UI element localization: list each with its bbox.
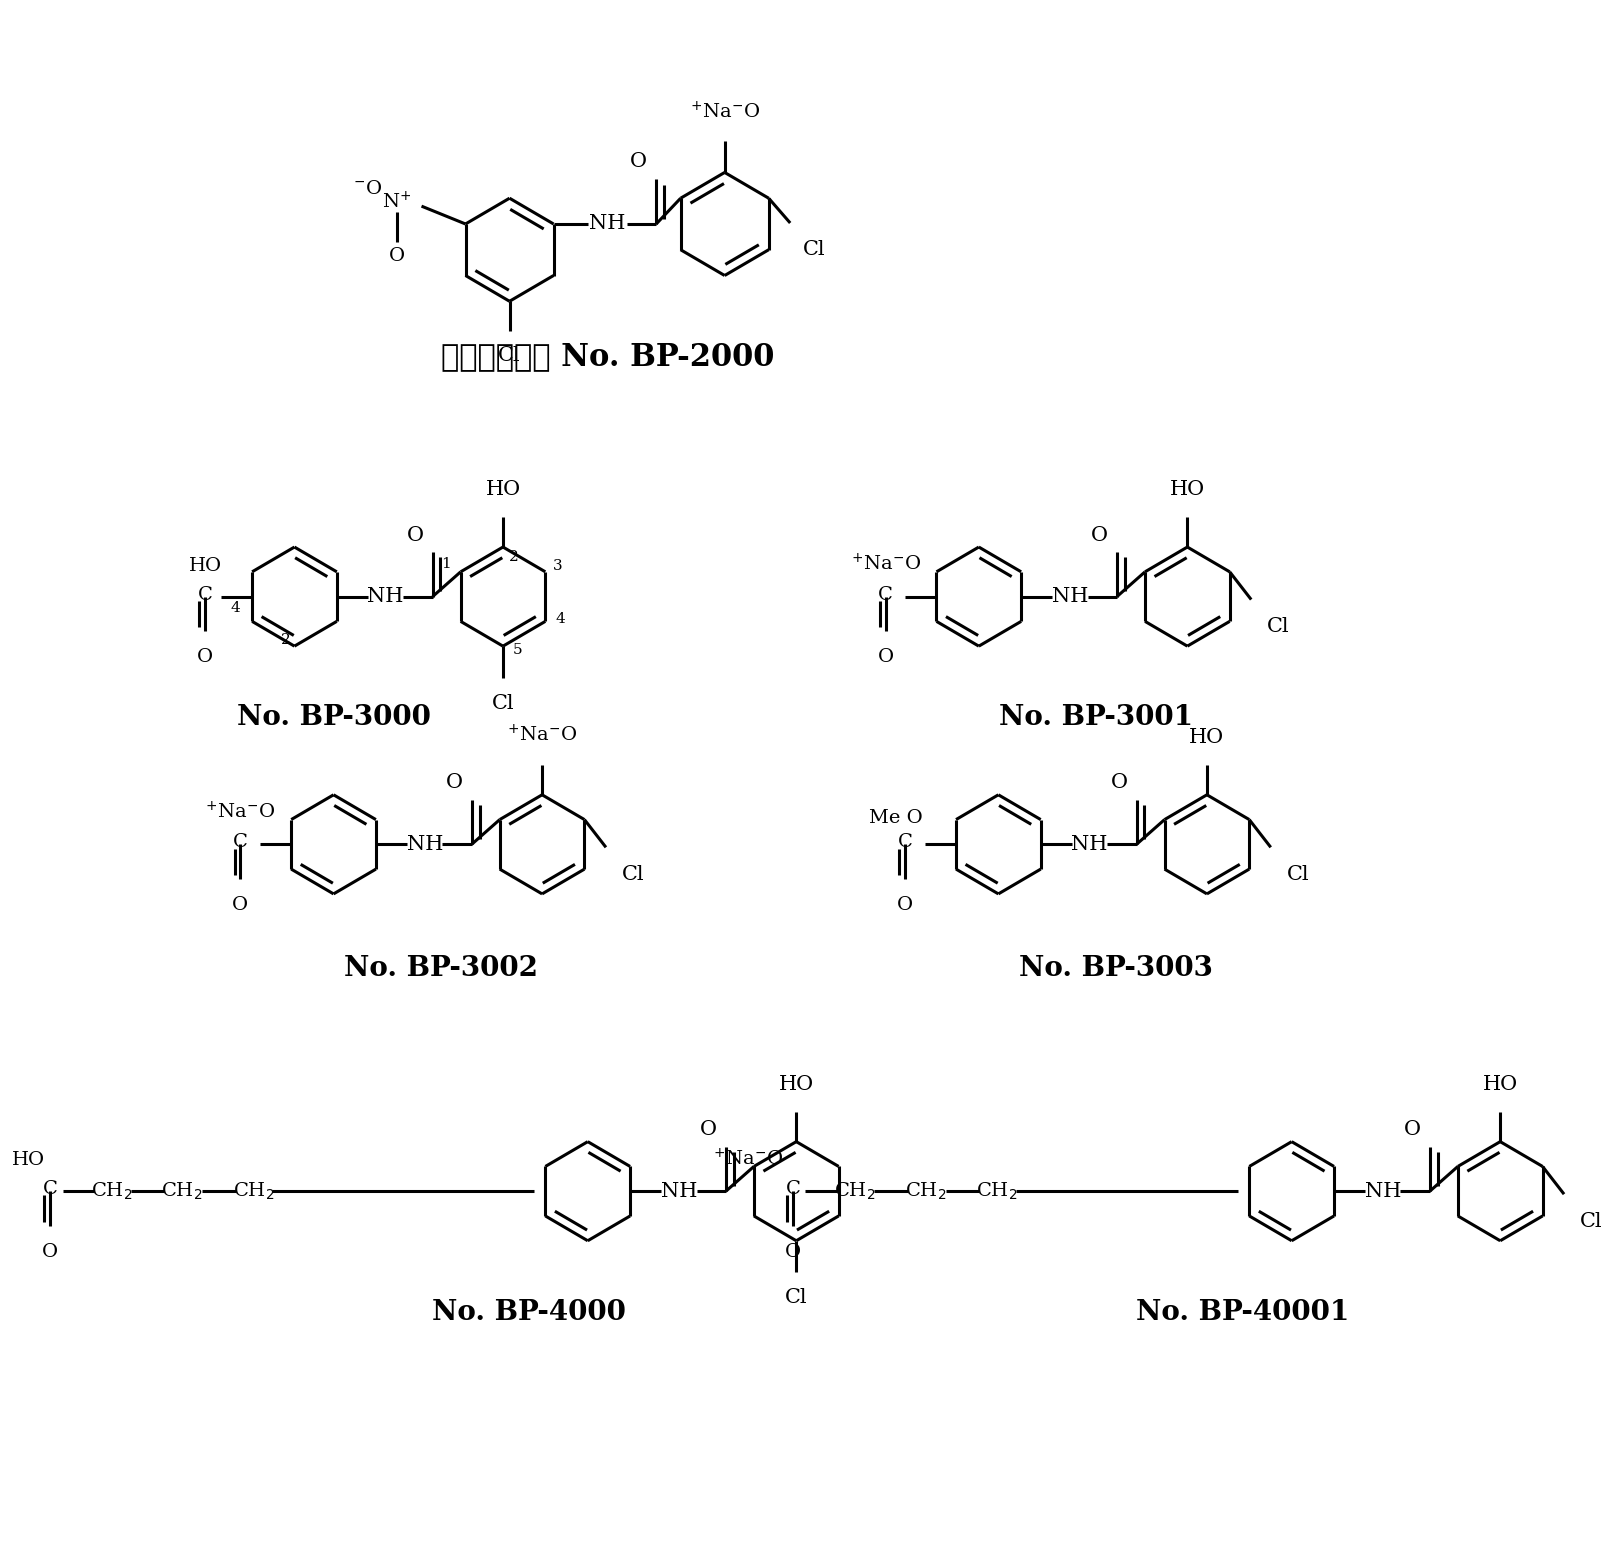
Text: O: O: [445, 774, 463, 793]
Text: No. BP-3001: No. BP-3001: [998, 705, 1194, 731]
Text: $^{+}$Na$^{-}$O: $^{+}$Na$^{-}$O: [713, 1148, 784, 1170]
Text: O: O: [700, 1120, 716, 1139]
Text: C: C: [898, 833, 913, 851]
Text: 5: 5: [513, 643, 523, 657]
Text: NH: NH: [1052, 587, 1089, 606]
Text: O: O: [877, 649, 894, 666]
Text: HO: HO: [11, 1151, 45, 1170]
Text: C: C: [232, 833, 248, 851]
Text: 2: 2: [508, 550, 519, 564]
Text: O: O: [631, 151, 647, 171]
Text: HO: HO: [1482, 1075, 1518, 1094]
Text: 1: 1: [440, 556, 452, 572]
Text: Cl: Cl: [621, 865, 644, 884]
Text: No. BP-3000: No. BP-3000: [237, 705, 431, 731]
Text: 4: 4: [231, 601, 240, 615]
Text: NH: NH: [406, 834, 444, 854]
Text: C: C: [198, 586, 213, 604]
Text: Cl: Cl: [1287, 865, 1310, 884]
Text: O: O: [1110, 774, 1127, 793]
Text: NH: NH: [589, 215, 626, 233]
Text: $^{+}$Na$^{-}$O: $^{+}$Na$^{-}$O: [205, 802, 276, 822]
Text: O: O: [897, 896, 913, 915]
Text: O: O: [1090, 525, 1108, 545]
Text: CH$_2$: CH$_2$: [976, 1180, 1018, 1202]
Text: Cl: Cl: [498, 346, 521, 365]
Text: No. BP-4000: No. BP-4000: [432, 1299, 626, 1326]
Text: N$^{+}$: N$^{+}$: [382, 192, 411, 213]
Text: Cl: Cl: [492, 694, 515, 712]
Text: O: O: [232, 896, 248, 915]
Text: Cl: Cl: [803, 239, 826, 260]
Text: NH: NH: [661, 1182, 697, 1200]
Text: CH$_2$: CH$_2$: [834, 1180, 876, 1202]
Text: No. BP-3002: No. BP-3002: [344, 955, 539, 981]
Text: HO: HO: [189, 556, 221, 575]
Text: HO: HO: [779, 1075, 815, 1094]
Text: $^{+}$Na$^{-}$O: $^{+}$Na$^{-}$O: [850, 553, 921, 575]
Text: $^{+}$Na$^{-}$O: $^{+}$Na$^{-}$O: [506, 725, 577, 745]
Text: 氯碷柳胺钙盐 No. BP-2000: 氯碷柳胺钙盐 No. BP-2000: [440, 341, 774, 372]
Text: NH: NH: [1071, 834, 1108, 854]
Text: HO: HO: [1189, 728, 1224, 748]
Text: C: C: [42, 1180, 58, 1199]
Text: CH$_2$: CH$_2$: [905, 1180, 947, 1202]
Text: C: C: [786, 1180, 800, 1199]
Text: NH: NH: [1365, 1182, 1402, 1200]
Text: No. BP-40001: No. BP-40001: [1136, 1299, 1350, 1326]
Text: Cl: Cl: [786, 1289, 808, 1307]
Text: CH$_2$: CH$_2$: [161, 1180, 203, 1202]
Text: Cl: Cl: [1266, 618, 1289, 637]
Text: O: O: [406, 525, 424, 545]
Text: 4: 4: [555, 612, 565, 626]
Text: HO: HO: [486, 480, 521, 499]
Text: CH$_2$: CH$_2$: [90, 1180, 132, 1202]
Text: O: O: [389, 247, 405, 264]
Text: Cl: Cl: [1579, 1211, 1602, 1231]
Text: O: O: [1403, 1120, 1421, 1139]
Text: HO: HO: [1169, 480, 1205, 499]
Text: O: O: [786, 1242, 802, 1261]
Text: Me O: Me O: [868, 808, 923, 827]
Text: No. BP-3003: No. BP-3003: [1019, 955, 1213, 981]
Text: O: O: [197, 649, 213, 666]
Text: 3: 3: [553, 559, 563, 573]
Text: $^{-}$O: $^{-}$O: [353, 181, 382, 198]
Text: $^{+}$Na$^{-}$O: $^{+}$Na$^{-}$O: [690, 102, 760, 124]
Text: CH$_2$: CH$_2$: [232, 1180, 274, 1202]
Text: NH: NH: [368, 587, 403, 606]
Text: C: C: [877, 586, 894, 604]
Text: O: O: [42, 1242, 58, 1261]
Text: 2: 2: [281, 633, 290, 647]
